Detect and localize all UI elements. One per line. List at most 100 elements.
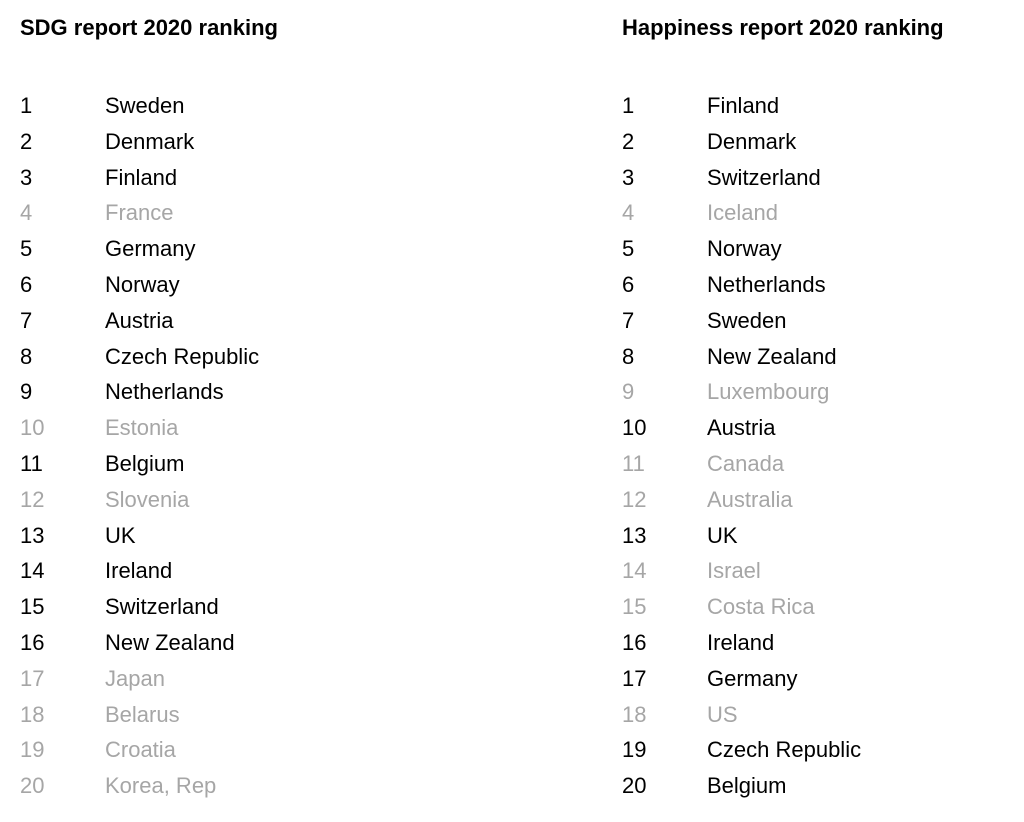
rank-number: 3 — [622, 164, 635, 190]
ranking-row: 5 Germany — [20, 231, 480, 267]
happiness-ranking-section: Happiness report 2020 ranking 1 Finland 2 D… — [622, 14, 1024, 804]
country-name: Iceland — [707, 200, 778, 226]
ranking-row: 8 New Zealand — [622, 339, 1024, 375]
country-name: Slovenia — [105, 486, 190, 512]
rank-number: 9 — [20, 379, 33, 405]
rank-number: 3 — [20, 164, 33, 190]
ranking-row: 20 Belgium — [622, 768, 1024, 804]
rank-number: 11 — [20, 450, 43, 476]
ranking-row: 20 Korea, Rep — [20, 768, 480, 804]
ranking-row: 14 Ireland — [20, 553, 480, 589]
ranking-row: 17 Japan — [20, 661, 480, 697]
rank-number: 14 — [622, 558, 647, 584]
ranking-row: 2 Denmark — [20, 124, 480, 160]
country-name: Sweden — [707, 307, 787, 333]
ranking-row: 7 Sweden — [622, 303, 1024, 339]
country-name: Austria — [707, 415, 776, 441]
rank-number: 11 — [622, 450, 645, 476]
country-name: Netherlands — [707, 271, 826, 297]
rank-number: 13 — [20, 522, 45, 548]
ranking-row: 12 Australia — [622, 482, 1024, 518]
rank-number: 12 — [20, 486, 45, 512]
ranking-row: 11 Belgium — [20, 446, 480, 482]
ranking-row: 10 Austria — [622, 410, 1024, 446]
country-name: France — [105, 200, 174, 226]
ranking-row: 10 Estonia — [20, 410, 480, 446]
ranking-row: 5 Norway — [622, 231, 1024, 267]
country-name: Finland — [105, 164, 178, 190]
country-name: New Zealand — [707, 343, 837, 369]
ranking-row: 4 Iceland — [622, 195, 1024, 231]
country-name: Australia — [707, 486, 793, 512]
country-name: Norway — [105, 271, 180, 297]
ranking-row: 1 Sweden — [20, 88, 480, 124]
country-name: Germany — [105, 236, 196, 262]
rank-number: 10 — [622, 415, 647, 441]
country-name: Finland — [707, 93, 780, 118]
rank-number: 19 — [20, 737, 45, 763]
country-name: Czech Republic — [105, 343, 260, 369]
rank-number: 10 — [20, 415, 45, 441]
rank-number: 16 — [622, 629, 647, 655]
country-name: Belgium — [707, 773, 787, 799]
rank-number: 6 — [20, 271, 33, 297]
rank-number: 8 — [622, 343, 635, 369]
sdg-ranking-section: SDG report 2020 ranking 1 Sweden 2 Denmark 3… — [20, 14, 480, 804]
ranking-row: 13 UK — [20, 518, 480, 554]
country-name: US — [707, 701, 738, 727]
rank-number: 7 — [622, 307, 635, 333]
rank-number: 2 — [622, 128, 635, 154]
country-name: Denmark — [707, 128, 797, 154]
country-name: New Zealand — [105, 629, 235, 655]
ranking-row: 15 Costa Rica — [622, 589, 1024, 625]
country-name: Denmark — [105, 128, 195, 154]
sdg-ranking-title: SDG report 2020 ranking — [20, 15, 278, 40]
country-name: Netherlands — [105, 379, 224, 405]
rank-number: 7 — [20, 307, 33, 333]
ranking-row: 16 Ireland — [622, 625, 1024, 661]
rank-number: 15 — [20, 594, 45, 620]
rank-number: 17 — [622, 665, 647, 691]
country-name: Costa Rica — [707, 594, 815, 620]
rank-number: 6 — [622, 271, 635, 297]
country-name: Norway — [707, 236, 782, 262]
ranking-row: 9 Luxembourg — [622, 374, 1024, 410]
rank-number: 4 — [20, 200, 33, 226]
rank-number: 13 — [622, 522, 647, 548]
ranking-row: 6 Netherlands — [622, 267, 1024, 303]
rank-number: 4 — [622, 200, 635, 226]
ranking-row: 12 Slovenia — [20, 482, 480, 518]
rank-number: 12 — [622, 486, 647, 512]
country-name: Estonia — [105, 415, 179, 441]
ranking-row: 16 New Zealand — [20, 625, 480, 661]
happiness-ranking-rows: 1 Finland 2 Denmark 3 Switzerland 4 Iceland 5 Nor… — [622, 88, 1024, 804]
ranking-row: 8 Czech Republic — [20, 339, 480, 375]
ranking-row: 15 Switzerland — [20, 589, 480, 625]
country-name: Czech Republic — [707, 737, 862, 763]
country-name: Germany — [707, 665, 798, 691]
country-name: UK — [707, 522, 738, 548]
rank-number: 1 — [622, 93, 635, 118]
rank-number: 8 — [20, 343, 33, 369]
rank-number: 17 — [20, 665, 45, 691]
rank-number: 14 — [20, 558, 45, 584]
country-name: Sweden — [105, 93, 185, 118]
country-name: Canada — [707, 450, 785, 476]
rank-number: 20 — [20, 773, 45, 799]
rank-number: 2 — [20, 128, 33, 154]
rank-number: 5 — [20, 236, 33, 262]
rank-number: 5 — [622, 236, 635, 262]
rank-number: 9 — [622, 379, 635, 405]
rank-number: 18 — [622, 701, 647, 727]
ranking-row: 3 Switzerland — [622, 160, 1024, 196]
ranking-row: 2 Denmark — [622, 124, 1024, 160]
ranking-row: 18 US — [622, 697, 1024, 733]
ranking-row: 11 Canada — [622, 446, 1024, 482]
ranking-row: 9 Netherlands — [20, 374, 480, 410]
happiness-ranking-title: Happiness report 2020 ranking — [622, 15, 944, 40]
ranking-row: 19 Czech Republic — [622, 732, 1024, 768]
rank-number: 16 — [20, 629, 45, 655]
country-name: Luxembourg — [707, 379, 830, 405]
country-name: UK — [105, 522, 136, 548]
